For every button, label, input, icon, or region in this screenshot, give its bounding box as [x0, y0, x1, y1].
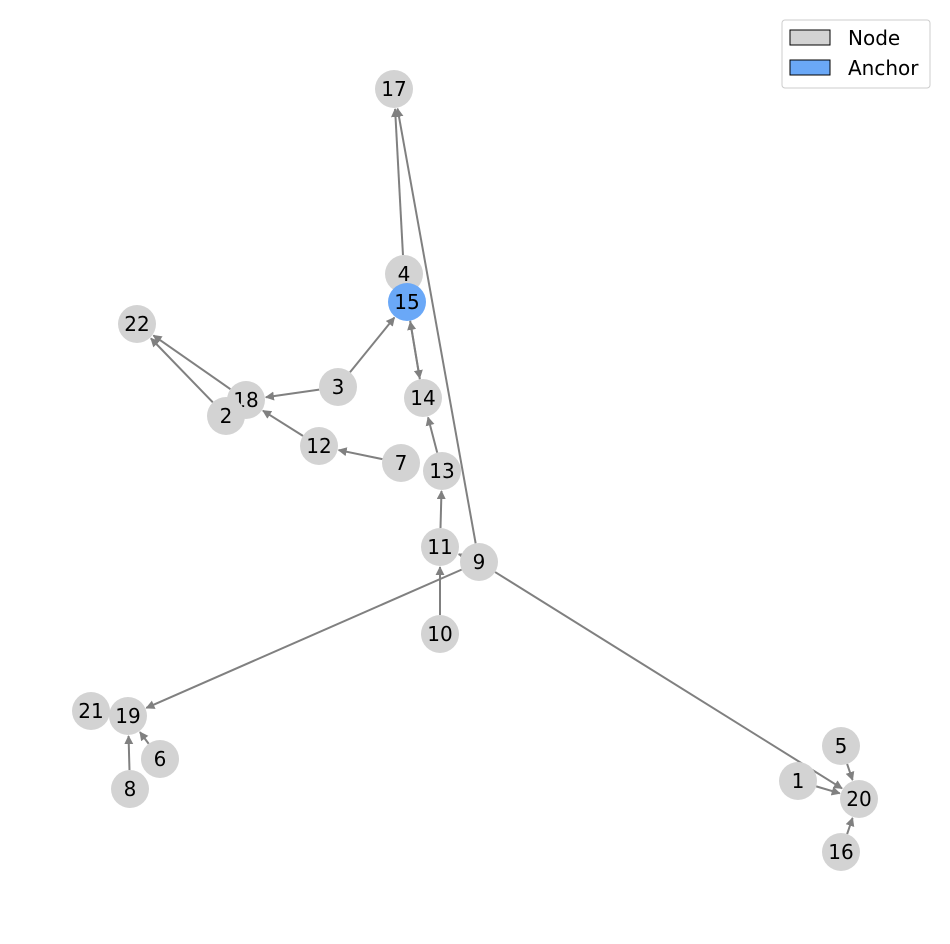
node-label-14: 14 [410, 386, 435, 410]
edge-18-to-22 [152, 334, 231, 390]
edge-1-to-20 [815, 785, 841, 796]
node-label-19: 19 [115, 704, 140, 728]
graph-node-1: 1 [779, 762, 817, 800]
node-label-17: 17 [381, 77, 406, 101]
node-circle-11 [421, 528, 459, 566]
graph-node-6: 6 [141, 740, 179, 778]
node-label-5: 5 [835, 734, 848, 758]
graph-node-9: 9 [460, 543, 498, 581]
node-label-11: 11 [427, 535, 452, 559]
node-circle-7 [382, 444, 420, 482]
graph-node-8: 8 [111, 770, 149, 808]
edge-14-to-15 [407, 320, 421, 380]
node-circle-3 [319, 368, 357, 406]
node-label-20: 20 [846, 787, 871, 811]
node-label-4: 4 [398, 262, 411, 286]
edge-13-to-14 [425, 416, 439, 453]
edge-4-to-17 [391, 108, 404, 256]
legend-swatch-node [789, 29, 831, 46]
node-circle-12 [300, 427, 338, 465]
graph-node-16: 16 [822, 833, 860, 871]
edge-6-to-19 [139, 731, 150, 745]
node-circle-1 [779, 762, 817, 800]
node-label-3: 3 [332, 375, 345, 399]
graph-node-11: 11 [421, 528, 459, 566]
node-label-1: 1 [792, 769, 805, 793]
node-label-15: 15 [394, 290, 419, 314]
node-label-8: 8 [124, 777, 137, 801]
node-circle-22 [118, 305, 156, 343]
node-label-6: 6 [154, 747, 167, 771]
node-circle-21 [72, 692, 110, 730]
edge-9-to-11 [457, 552, 468, 562]
node-label-13: 13 [429, 459, 454, 483]
node-circle-6 [141, 740, 179, 778]
graph-node-14: 14 [404, 379, 442, 417]
edge-9-to-17 [394, 107, 477, 544]
node-label-9: 9 [473, 550, 486, 574]
edge-2-to-22 [150, 337, 214, 404]
graph-node-22: 22 [118, 305, 156, 343]
edge-9-to-20 [494, 571, 843, 790]
graph-node-20: 20 [840, 780, 878, 818]
graph-node-17: 17 [375, 70, 413, 108]
legend-label-anchor: Anchor [848, 56, 919, 80]
edge-8-to-19 [124, 735, 134, 771]
graph-node-3: 3 [319, 368, 357, 406]
node-circle-8 [111, 770, 149, 808]
node-circle-14 [404, 379, 442, 417]
node-label-16: 16 [828, 840, 853, 864]
edge-16-to-20 [845, 817, 855, 835]
graph-node-5: 5 [822, 727, 860, 765]
graph-node-2: 2 [207, 397, 245, 435]
legend: Node Anchor [781, 19, 931, 89]
node-label-2: 2 [220, 404, 233, 428]
edge-5-to-20 [845, 763, 855, 781]
node-label-10: 10 [427, 622, 452, 646]
edge-12-to-18 [262, 409, 304, 437]
node-circle-20 [840, 780, 878, 818]
graph-node-10: 10 [421, 615, 459, 653]
graph-node-13: 13 [423, 452, 461, 490]
edge-layer [124, 107, 855, 835]
node-circle-5 [822, 727, 860, 765]
node-circle-19 [109, 697, 147, 735]
edge-7-to-12 [337, 447, 383, 461]
edge-9-to-19 [145, 568, 463, 709]
graph-node-4: 4 [385, 255, 423, 293]
node-circle-15 [388, 283, 426, 321]
legend-swatch-anchor [789, 59, 831, 76]
node-label-21: 21 [78, 699, 103, 723]
node-circle-10 [421, 615, 459, 653]
graph-node-21: 21 [72, 692, 110, 730]
edge-3-to-15 [349, 316, 396, 373]
node-label-12: 12 [306, 434, 331, 458]
graph-node-7: 7 [382, 444, 420, 482]
node-circle-9 [460, 543, 498, 581]
node-circle-17 [375, 70, 413, 108]
graph-node-19: 19 [109, 697, 147, 735]
node-circle-4 [385, 255, 423, 293]
graph-node-15: 15 [388, 283, 426, 321]
node-circle-16 [822, 833, 860, 871]
node-circle-2 [207, 397, 245, 435]
legend-label-node: Node [848, 26, 900, 50]
node-circle-13 [423, 452, 461, 490]
node-label-7: 7 [395, 451, 408, 475]
edge-11-to-13 [436, 490, 446, 529]
edge-3-to-18 [264, 388, 320, 401]
node-label-22: 22 [124, 312, 149, 336]
graph-node-12: 12 [300, 427, 338, 465]
